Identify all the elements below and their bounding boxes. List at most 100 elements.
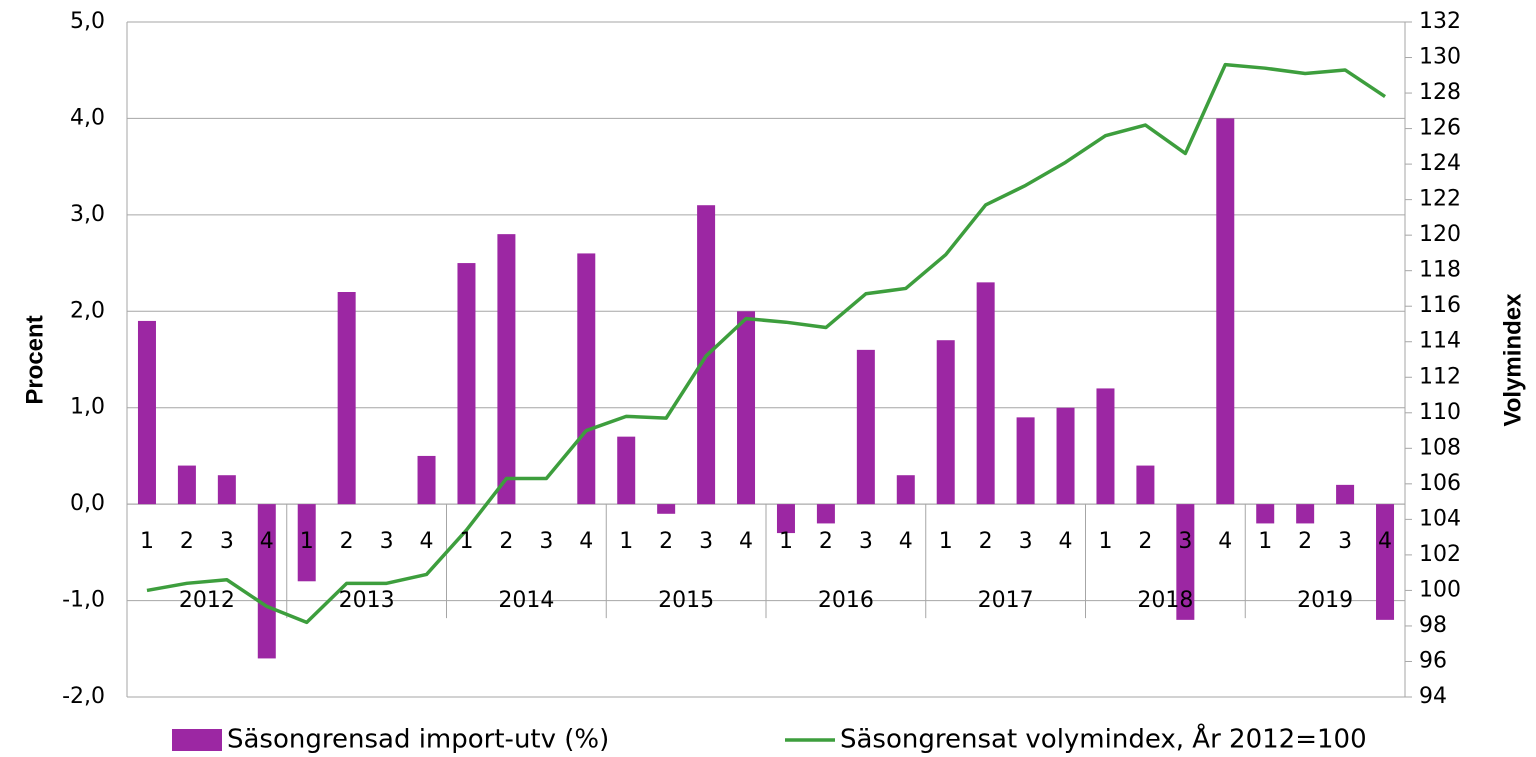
x-tick-label: 1 — [1098, 529, 1112, 554]
bar — [1136, 465, 1155, 505]
y2-axis-title: Volymindex — [1499, 293, 1526, 427]
bar — [257, 504, 276, 659]
y-tick-label: -1,0 — [62, 588, 105, 613]
bar — [976, 282, 995, 505]
x-tick-label: 1 — [779, 529, 793, 554]
x-tick-label: 2 — [499, 529, 513, 554]
x-tick-label: 4 — [1218, 529, 1232, 554]
x-tick-label: 2 — [1138, 529, 1152, 554]
x-tick-label: 4 — [1059, 529, 1073, 554]
bar — [896, 475, 915, 505]
y2-tick-label: 106 — [1419, 471, 1461, 496]
y-tick-label: 2,0 — [70, 298, 105, 323]
y2-tick-label: 100 — [1419, 577, 1461, 602]
bar — [177, 465, 196, 505]
x-tick-label: 3 — [1019, 529, 1033, 554]
bar — [1336, 484, 1355, 505]
x-group-label: 2017 — [978, 588, 1034, 613]
bar — [856, 349, 875, 505]
x-tick-label: 4 — [739, 529, 753, 554]
x-tick-label: 3 — [859, 529, 873, 554]
bar — [1176, 504, 1195, 620]
bar — [617, 436, 636, 505]
x-tick-label: 3 — [1178, 529, 1192, 554]
x-group-label: 2018 — [1137, 588, 1193, 613]
y2-tick-label: 102 — [1419, 542, 1461, 567]
x-group-label: 2014 — [498, 588, 554, 613]
y2-tick-label: 96 — [1419, 648, 1447, 673]
y2-tick-label: 132 — [1419, 9, 1461, 34]
x-tick-label: 1 — [140, 529, 154, 554]
y2-tick-label: 98 — [1419, 613, 1447, 638]
y2-tick-label: 130 — [1419, 45, 1461, 70]
x-tick-label: 3 — [220, 529, 234, 554]
x-tick-label: 1 — [300, 529, 314, 554]
y2-tick-label: 110 — [1419, 400, 1461, 425]
bar — [497, 234, 516, 505]
x-tick-label: 4 — [899, 529, 913, 554]
x-tick-label: 1 — [619, 529, 633, 554]
bar — [657, 504, 676, 514]
x-group-label: 2013 — [339, 588, 395, 613]
y-axis-title: Procent — [21, 315, 48, 404]
x-tick-label: 1 — [1258, 529, 1272, 554]
bar — [1256, 504, 1275, 524]
line — [146, 62, 1387, 625]
bar — [1296, 504, 1315, 524]
x-tick-label: 2 — [979, 529, 993, 554]
x-tick-label: 4 — [260, 529, 274, 554]
y-tick-label: 5,0 — [70, 9, 105, 34]
x-tick-label: 3 — [539, 529, 553, 554]
bar — [417, 455, 436, 505]
y2-tick-label: 104 — [1419, 506, 1461, 531]
x-tick-label: 4 — [579, 529, 593, 554]
y2-tick-label: 118 — [1419, 258, 1461, 283]
y2-tick-label: 128 — [1419, 80, 1461, 105]
x-group-label: 2019 — [1297, 588, 1353, 613]
y2-tick-label: 122 — [1419, 187, 1461, 212]
x-tick-label: 2 — [819, 529, 833, 554]
x-tick-label: 2 — [340, 529, 354, 554]
x-group-label: 2016 — [818, 588, 874, 613]
y2-tick-label: 126 — [1419, 116, 1461, 141]
y2-tick-label: 108 — [1419, 435, 1461, 460]
bar — [297, 504, 316, 582]
bar — [137, 320, 156, 505]
y2-tick-label: 114 — [1419, 329, 1461, 354]
bar — [1016, 417, 1035, 505]
x-tick-label: 3 — [699, 529, 713, 554]
legend-label: Säsongrensad import-utv (%) — [227, 725, 609, 755]
x-group-label: 2015 — [658, 588, 714, 613]
x-tick-label: 1 — [939, 529, 953, 554]
x-tick-label: 2 — [180, 529, 194, 554]
legend-swatch — [172, 729, 222, 751]
bar — [776, 504, 795, 534]
y2-tick-label: 124 — [1419, 151, 1461, 176]
y2-tick-label: 112 — [1419, 364, 1461, 389]
y2-tick-label: 94 — [1419, 684, 1447, 709]
x-group-label: 2012 — [179, 588, 235, 613]
y2-tick-label: 116 — [1419, 293, 1461, 318]
x-tick-label: 3 — [1338, 529, 1352, 554]
y-tick-label: 3,0 — [70, 202, 105, 227]
bar — [1216, 118, 1235, 505]
bar — [337, 292, 356, 505]
y-tick-label: 1,0 — [70, 395, 105, 420]
bar — [217, 475, 236, 505]
bar — [1096, 388, 1115, 505]
y-tick-label: 4,0 — [70, 105, 105, 130]
x-tick-label: 2 — [1298, 529, 1312, 554]
y-tick-label: -2,0 — [62, 684, 105, 709]
bar — [1376, 504, 1395, 620]
y2-tick-label: 120 — [1419, 222, 1461, 247]
bar — [577, 253, 596, 505]
bar — [457, 263, 476, 505]
x-tick-label: 4 — [1378, 529, 1392, 554]
bar — [1056, 407, 1075, 505]
x-tick-label: 4 — [420, 529, 434, 554]
bar — [737, 311, 756, 505]
y-tick-label: 0,0 — [70, 491, 105, 516]
bar — [816, 504, 835, 524]
x-tick-label: 1 — [459, 529, 473, 554]
